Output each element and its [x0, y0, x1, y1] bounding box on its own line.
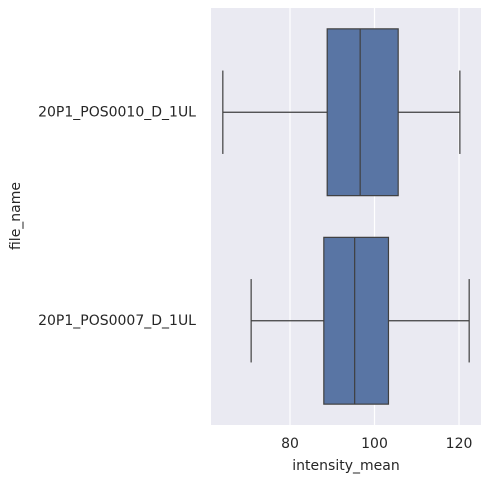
- y-tick-label: 20P1_POS0010_D_1UL: [38, 104, 196, 120]
- x-tick-label: 80: [281, 436, 299, 452]
- y-tick-label: 20P1_POS0007_D_1UL: [38, 313, 196, 329]
- y-axis-label: file_name: [8, 182, 24, 250]
- x-axis-label: intensity_mean: [292, 458, 399, 474]
- x-tick-label: 120: [446, 436, 473, 452]
- box: [323, 236, 390, 405]
- x-tick-label: 100: [361, 436, 388, 452]
- box: [326, 28, 399, 197]
